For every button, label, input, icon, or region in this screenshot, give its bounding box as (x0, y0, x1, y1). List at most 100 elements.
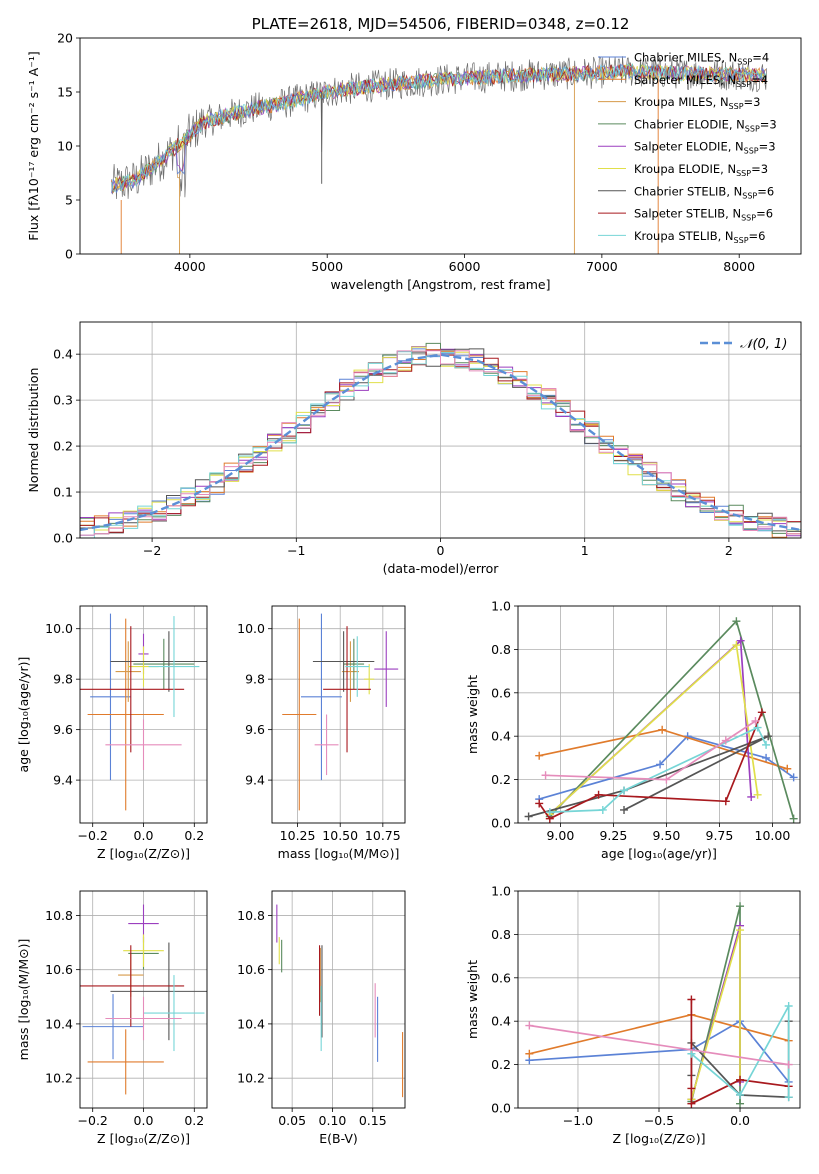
weight-marker (535, 799, 544, 808)
y-tick-label: 10.6 (237, 962, 265, 977)
weight-line-pink (545, 720, 756, 781)
weight-vs-age-lines (524, 617, 798, 823)
data-point (110, 942, 207, 1041)
weight-marker (525, 1021, 534, 1030)
weight-marker (784, 1093, 793, 1102)
mass-vs-z-frame (79, 890, 208, 1109)
x-axis-label: Z [log₁₀(Z/Z⊙)] (613, 1131, 706, 1146)
data-point (374, 631, 399, 707)
x-tick-label: 2 (725, 543, 733, 558)
legend-entry: Kroupa MILES, NSSP=3 (634, 95, 760, 111)
weight-marker (687, 1049, 696, 1058)
y-tick-label: 10.6 (45, 962, 73, 977)
x-axis-label: E(B-V) (319, 1131, 358, 1146)
data-point (110, 631, 207, 692)
legend-entry: Kroupa STELIB, NSSP=6 (634, 229, 765, 245)
y-tick-label: 10.4 (237, 1016, 265, 1031)
weight-marker (789, 773, 798, 782)
residuals-axes: −2 −1 0 1 2 0.0 0.1 0.2 0.3 0.4 (53, 322, 801, 558)
data-point (341, 641, 359, 702)
weight-marker (784, 1002, 793, 1011)
weight-line-salpeter_miles (539, 728, 788, 770)
data-point (123, 934, 164, 967)
x-tick-label: −0.2 (78, 1113, 108, 1128)
weight-marker (535, 751, 544, 760)
y-tick-label: 0.8 (491, 642, 511, 657)
y-axis-label: Normed distribution (26, 368, 41, 493)
legend-entry: Kroupa ELODIE, NSSP=3 (634, 162, 768, 178)
mass-vs-ebv-axes: 0.05 0.10 0.15 10.2 10.4 10.6 10.8 (237, 891, 405, 1128)
y-tick-label: 9.6 (245, 722, 265, 737)
mass-vs-z-points (80, 904, 207, 1095)
x-tick-label: −0.5 (644, 1113, 674, 1128)
y-tick-label: 0.4 (491, 1014, 511, 1029)
age-vs-mass-frame (271, 605, 406, 824)
x-tick-label: 9.50 (652, 828, 680, 843)
weight-line-kroupa_stelib (690, 1005, 790, 1098)
x-tick-label: 1 (581, 543, 589, 558)
weight-marker (662, 775, 671, 784)
y-tick-label: 10.2 (237, 1071, 265, 1086)
weight-line-pink (529, 1024, 789, 1066)
data-point (87, 1029, 164, 1095)
weight-marker (762, 753, 771, 762)
y-tick-label: 0.8 (491, 927, 511, 942)
data-point (148, 616, 200, 718)
x-tick-label: 8000 (723, 259, 755, 274)
spectrum-legend: Chabrier MILES, NSSP=4 Salpeter MILES, NS… (598, 51, 777, 245)
y-tick-label: 0.2 (491, 772, 511, 787)
y-tick-label: 0.3 (53, 393, 73, 408)
weight-marker (783, 764, 792, 773)
x-tick-label: 0.10 (319, 1113, 347, 1128)
x-tick-label: −2 (143, 543, 161, 558)
data-point (90, 613, 131, 781)
x-tick-label: 0.05 (278, 1113, 306, 1128)
weight-marker (687, 995, 696, 1004)
y-tick-label: 10.0 (45, 621, 73, 636)
model-spectrum-chabrier_miles (111, 63, 767, 194)
spectrum-axes: 4000 5000 6000 7000 8000 0 5 10 15 20 (57, 31, 755, 275)
weight-marker (687, 1099, 696, 1108)
weight-vs-z-frame (517, 890, 801, 1109)
data-point (133, 638, 195, 690)
legend-entry: 𝒩(0, 1) (740, 337, 787, 352)
data-point (87, 618, 164, 811)
gaussian-curve (80, 353, 801, 532)
weight-line-chabrier_stelib (528, 735, 769, 818)
x-tick-label: 10.75 (365, 828, 401, 843)
y-tick-label: 0.0 (491, 816, 511, 831)
weight-marker (524, 812, 533, 821)
weight-marker (736, 1075, 745, 1084)
data-point (300, 613, 342, 781)
weight-vs-z-lines (525, 902, 793, 1108)
legend-entry: Chabrier STELIB, NSSP=6 (634, 184, 774, 200)
y-tick-label: 10 (57, 139, 73, 154)
y-tick-label: 0.0 (491, 1101, 511, 1116)
x-axis-label: Z [log₁₀(Z/Z⊙)] (97, 1131, 190, 1146)
weight-marker (598, 805, 607, 814)
weight-marker (541, 771, 550, 780)
x-axis-label: (data-model)/error (383, 561, 500, 576)
weight-marker (751, 717, 760, 726)
y-tick-label: 9.4 (245, 773, 265, 788)
y-tick-label: 0.4 (491, 729, 511, 744)
weight-marker (721, 736, 730, 745)
y-tick-label: 10.4 (45, 1016, 73, 1031)
y-axis-label: age [log₁₀(age/yr)] (16, 657, 31, 773)
weight-marker (764, 732, 773, 741)
data-point (105, 719, 182, 771)
y-tick-label: 0.6 (491, 970, 511, 985)
legend-entry: Chabrier ELODIE, NSSP=3 (634, 117, 777, 133)
y-tick-label: 0 (65, 247, 73, 262)
weight-marker (732, 641, 741, 650)
weight-marker (736, 636, 745, 645)
histogram-steps (80, 342, 801, 538)
weight-marker (525, 1049, 534, 1058)
x-tick-label: −1.0 (563, 1113, 593, 1128)
weight-line-kroupa_stelib (549, 726, 767, 813)
weight-marker (620, 786, 629, 795)
x-tick-label: 0.0 (134, 1113, 154, 1128)
y-tick-label: 0.1 (53, 485, 73, 500)
y-tick-label: 0.0 (53, 531, 73, 546)
weight-marker (747, 792, 756, 801)
